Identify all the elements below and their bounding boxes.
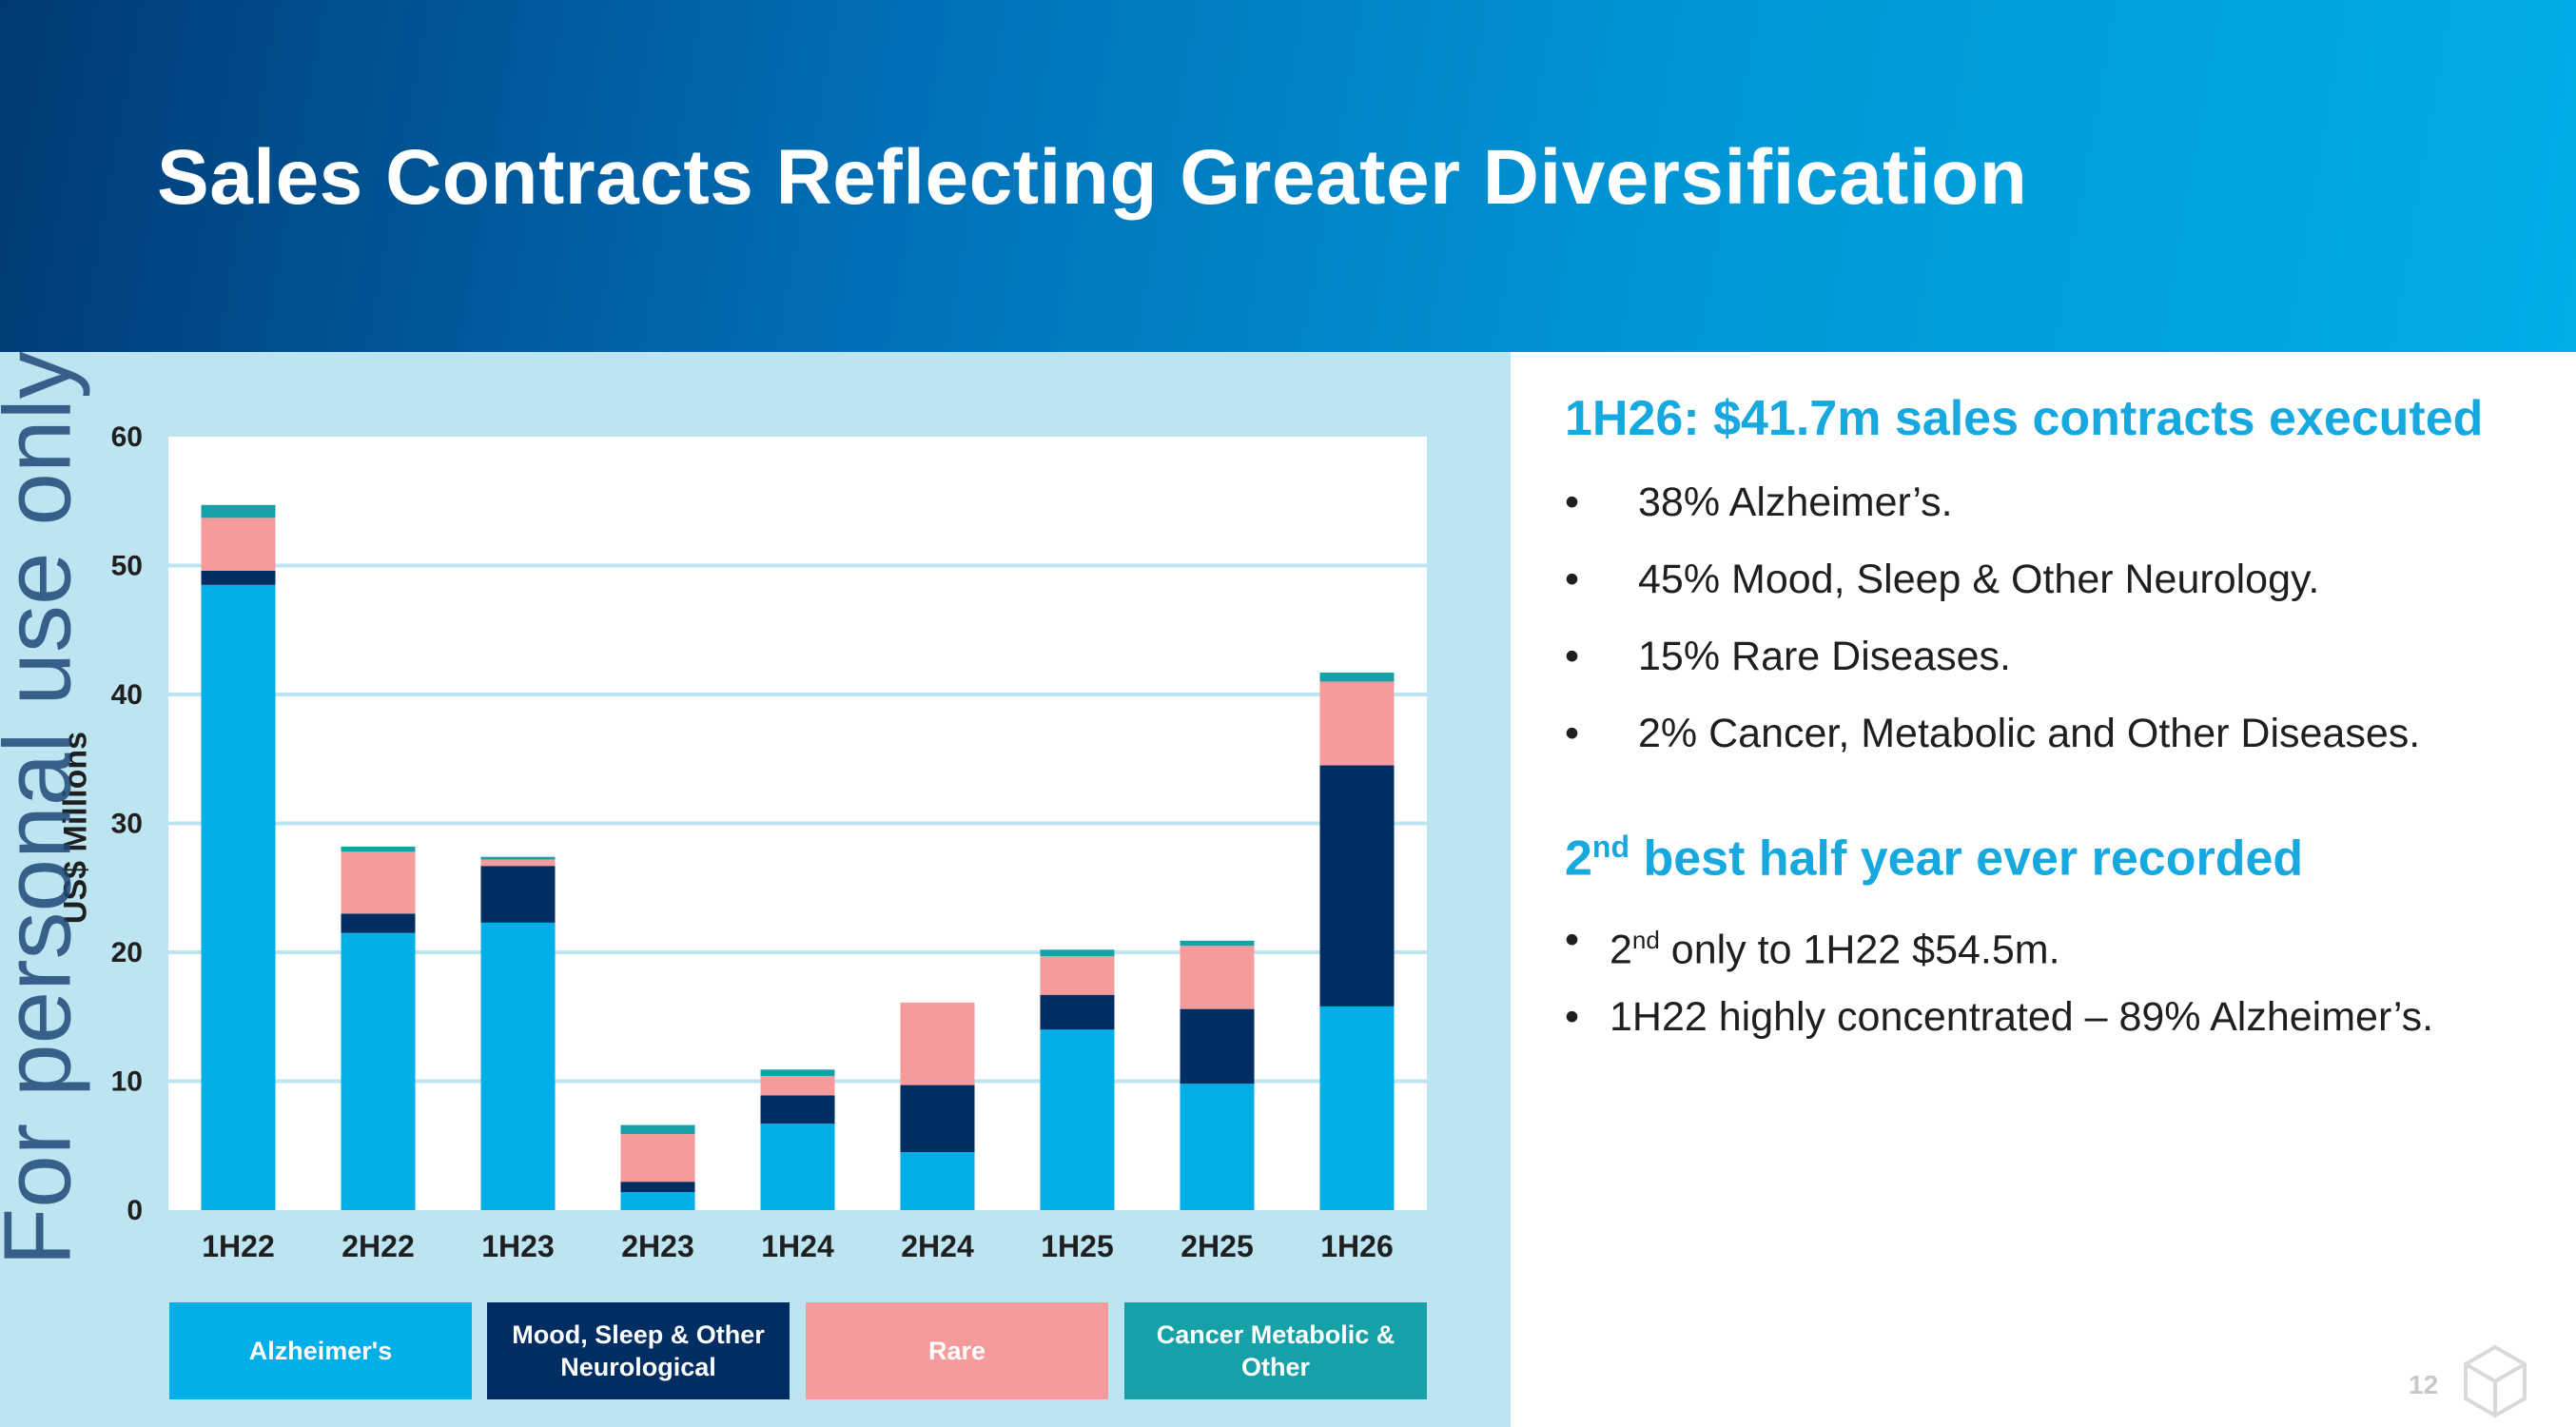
watermark-text: For personal use only (0, 351, 91, 1266)
cube-logo-icon (2464, 1344, 2527, 1418)
bar-segment-1h26-series-2 (1319, 681, 1395, 766)
y-tick-label: 10 (111, 1066, 143, 1098)
legend-cancer-label-line2: Other (1240, 1353, 1310, 1381)
bullet-item: • 2nd only to 1H22 $54.5m. (1565, 902, 2554, 979)
bullet-item: • 45% Mood, Sleep & Other Neurology. (1565, 541, 2554, 618)
bar-segment-2h23-series-2 (620, 1134, 695, 1183)
bullet-dot: • (1565, 479, 1580, 525)
bar-segment-2h24-series-2 (900, 1002, 975, 1085)
header-banner: Sales Contracts Reflecting Greater Diver… (0, 0, 2576, 352)
x-tick-label: 2H23 (621, 1229, 694, 1263)
bar-segment-1h22-series-3 (201, 504, 276, 518)
y-tick-label: 60 (111, 421, 143, 453)
legend-rare-label: Rare (927, 1337, 986, 1365)
bullet-text: 38% Alzheimer’s. (1638, 479, 1953, 525)
slide-title: Sales Contracts Reflecting Greater Diver… (157, 134, 2028, 221)
bar-segment-2h24-series-0 (900, 1152, 975, 1210)
bar-segment-1h24-series-2 (760, 1076, 835, 1096)
bullet-dot: • (1565, 557, 1580, 602)
legend-mood-sleep-neuro: Mood, Sleep & Other Neurological (487, 1302, 790, 1399)
legend-cancer-label-line1: Cancer Metabolic & (1156, 1320, 1395, 1349)
bullet-dot: • (1565, 711, 1580, 756)
x-tick-label: 2H25 (1181, 1229, 1254, 1263)
y-tick-label: 30 (111, 809, 143, 840)
bar-segment-2h25-series-1 (1180, 1008, 1255, 1085)
bullet-item: • 2% Cancer, Metabolic and Other Diseases… (1565, 695, 2554, 772)
bullet-text: 15% Rare Diseases. (1638, 634, 2011, 679)
bullet-dot: • (1565, 994, 1580, 1041)
bar-segment-1h22-series-2 (201, 518, 276, 571)
bullet-item: • 1H22 highly concentrated – 89% Alzheime… (1565, 979, 2554, 1056)
x-tick-label: 2H22 (342, 1229, 415, 1263)
x-tick-label: 1H26 (1320, 1229, 1394, 1263)
bar-segment-1h26-series-0 (1319, 1006, 1395, 1210)
page-number: 12 (2409, 1370, 2439, 1399)
bar-segment-2h25-series-3 (1180, 940, 1255, 947)
summary-heading-best-half: 2nd best half year ever recorded (1565, 830, 2554, 887)
bar-segment-2h24-series-1 (900, 1085, 975, 1153)
bullet-item: • 38% Alzheimer’s. (1565, 464, 2554, 541)
bar-segment-1h25-series-3 (1040, 949, 1115, 957)
y-tick-label: 20 (111, 937, 143, 968)
bullet-number: 2 (1610, 927, 1632, 973)
y-tick-label: 40 (111, 679, 143, 711)
bar-segment-2h23-series-3 (620, 1124, 695, 1135)
legend-cancer-metabolic: Cancer Metabolic & Other (1124, 1302, 1427, 1399)
bar-segment-2h22-series-1 (341, 913, 416, 933)
x-tick-label: 1H24 (761, 1229, 834, 1263)
bar-segment-1h24-series-3 (760, 1069, 835, 1077)
history-bullet-list: • 2nd only to 1H22 $54.5m. • 1H22 highly c… (1565, 902, 2554, 1056)
stacked-bar-chart: 0 10 20 30 40 50 60 1H22 2H22 1H23 2H23 1H24 2H24 1H… (111, 421, 1427, 1263)
bullet-dot: • (1565, 634, 1580, 679)
bar-segment-2h22-series-2 (341, 851, 416, 914)
x-tick-label: 1H22 (202, 1229, 275, 1263)
bar-segment-1h25-series-1 (1040, 994, 1115, 1030)
heading2-text: best half year ever recorded (1630, 831, 2304, 887)
bar-segment-1h25-series-0 (1040, 1029, 1115, 1210)
bar-segment-1h26-series-1 (1319, 765, 1395, 1007)
bar-segment-1h23-series-0 (480, 922, 556, 1210)
bullet-text: 1H22 highly concentrated – 89% Alzheimer… (1610, 994, 2434, 1041)
bar-segment-2h25-series-0 (1180, 1084, 1255, 1210)
x-tick-label: 1H23 (481, 1229, 555, 1263)
bullet-item: • 15% Rare Diseases. (1565, 618, 2554, 695)
segment-bullet-list: • 38% Alzheimer’s. • 45% Mood, Sleep & Oth… (1565, 464, 2554, 772)
legend-rare: Rare (806, 1302, 1108, 1399)
bar-segment-1h23-series-2 (480, 859, 556, 867)
bar-segment-1h25-series-2 (1040, 956, 1115, 995)
y-tick-label: 50 (111, 551, 143, 582)
y-tick-label: 0 (127, 1195, 143, 1226)
bar-segment-1h22-series-1 (201, 570, 276, 585)
bar-segment-2h22-series-3 (341, 846, 416, 852)
bullet-text: 2% Cancer, Metabolic and Other Diseases. (1638, 711, 2421, 756)
x-tick-label: 1H25 (1041, 1229, 1114, 1263)
heading2-ordinal: nd (1591, 830, 1630, 864)
bar-segment-2h23-series-0 (620, 1192, 695, 1210)
legend-alzheimers: Alzheimer's (169, 1302, 472, 1399)
bar-segment-1h24-series-0 (760, 1124, 835, 1210)
bar-segment-2h25-series-2 (1180, 946, 1255, 1009)
heading2-number: 2 (1565, 831, 1592, 887)
bar-segment-1h22-series-0 (201, 584, 276, 1210)
summary-heading-1h26: 1H26: $41.7m sales contracts executed (1565, 391, 2484, 446)
bullet-text: only to 1H22 $54.5m. (1659, 927, 2060, 973)
bar-segment-1h23-series-3 (480, 856, 556, 860)
bar-segment-1h24-series-1 (760, 1095, 835, 1124)
legend-mood-label-line2: Neurological (560, 1353, 716, 1381)
x-tick-label: 2H24 (901, 1229, 974, 1263)
bullet-dot: • (1565, 917, 1580, 964)
legend-mood-label-line1: Mood, Sleep & Other (512, 1320, 765, 1349)
bar-segment-1h23-series-1 (480, 866, 556, 923)
bar-segment-2h23-series-1 (620, 1182, 695, 1193)
legend-alzheimers-label: Alzheimer's (248, 1337, 393, 1365)
bar-segment-1h26-series-3 (1319, 672, 1395, 682)
bullet-text: 45% Mood, Sleep & Other Neurology. (1638, 557, 2320, 602)
bar-segment-2h22-series-0 (341, 932, 416, 1210)
summary-panel: 1H26: $41.7m sales contracts executed • 3… (1565, 390, 2554, 1056)
bullet-ordinal: nd (1631, 926, 1660, 955)
